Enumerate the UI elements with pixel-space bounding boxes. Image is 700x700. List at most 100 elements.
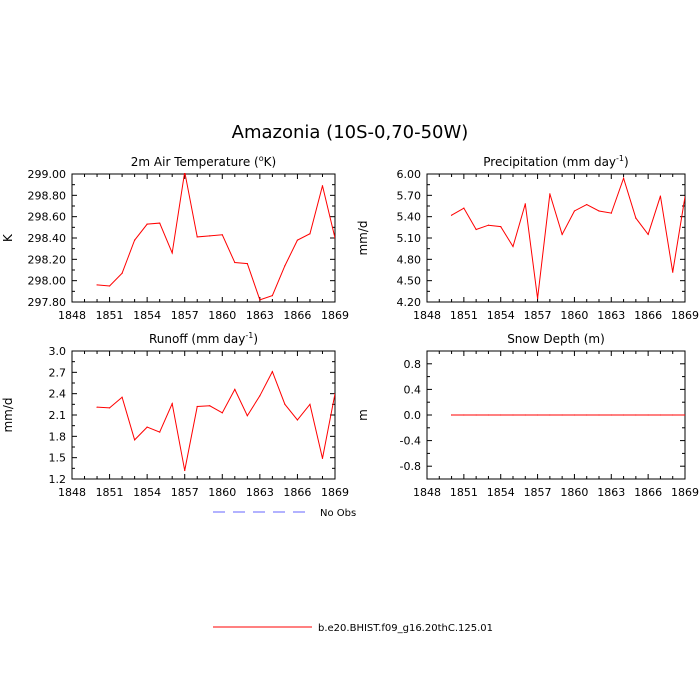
y-tick-label: 4.20: [397, 296, 422, 309]
y-tick-label: -0.8: [400, 460, 421, 473]
legend: No Obs b.e20.BHIST.f09_g16.20thC.125.01: [213, 508, 493, 634]
panel-title-superscript: o: [259, 154, 264, 163]
y-tick-label: 5.70: [397, 189, 422, 202]
x-tick-label: 1851: [96, 486, 124, 499]
y-tick-label: 2.1: [49, 409, 67, 422]
x-tick-label: 1851: [450, 486, 478, 499]
panel-title: 2m Air Temperature (oK): [131, 154, 276, 169]
data-point: [284, 265, 286, 267]
data-point: [146, 223, 148, 225]
x-tick-label: 1869: [671, 309, 699, 322]
x-tick-label: 1863: [246, 309, 274, 322]
data-point: [647, 233, 649, 236]
y-tick-label: 6.00: [397, 168, 422, 181]
data-point: [549, 193, 551, 195]
data-point: [524, 414, 526, 416]
legend-label: No Obs: [320, 508, 356, 519]
x-tick-label: 1869: [671, 486, 699, 499]
panel-title-suffix: K): [264, 155, 277, 169]
x-tick-label: 1851: [96, 309, 124, 322]
x-tick-label: 1848: [58, 486, 86, 499]
data-point: [209, 405, 211, 407]
y-tick-label: 5.10: [397, 232, 422, 245]
panel-title-superscript: -1: [245, 331, 253, 340]
data-point: [121, 396, 123, 398]
data-point: [536, 297, 539, 300]
y-tick-label: 2.7: [49, 366, 67, 379]
x-tick-label: 1854: [133, 486, 161, 499]
data-point: [234, 388, 236, 390]
data-point: [259, 299, 261, 301]
data-point: [659, 195, 662, 197]
data-point: [684, 414, 685, 416]
data-point: [635, 217, 637, 219]
panel-title-text: Runoff (mm day: [149, 332, 245, 346]
y-tick-label: 298.20: [28, 253, 67, 266]
y-tick-label: 4.50: [397, 275, 422, 288]
data-point: [134, 439, 136, 441]
y-axis-label: mm/d: [356, 220, 370, 255]
x-tick-label: 1860: [208, 309, 236, 322]
panel-title-text: Precipitation (mm day: [483, 155, 616, 169]
data-point: [171, 252, 173, 254]
legend-label: b.e20.BHIST.f09_g16.20thC.125.01: [318, 623, 493, 634]
y-tick-label: 4.80: [397, 253, 422, 266]
panel-title-suffix: ): [253, 332, 258, 346]
x-tick-label: 1848: [58, 309, 86, 322]
x-tick-label: 1866: [634, 486, 662, 499]
data-point: [586, 414, 588, 416]
data-point: [672, 271, 674, 273]
data-point: [271, 371, 273, 373]
data-point: [622, 414, 625, 416]
y-tick-label: 298.40: [28, 232, 67, 245]
y-tick-label: 2.4: [49, 388, 67, 401]
y-tick-label: 0.8: [404, 358, 422, 371]
data-point: [246, 263, 248, 265]
x-tick-label: 1860: [208, 486, 236, 499]
data-point: [586, 203, 588, 206]
data-point: [487, 224, 490, 226]
data-point: [196, 236, 198, 238]
panel-3: Runoff (mm day-1) mm/d 1848 1851 1854 1857 186…: [1, 331, 349, 499]
x-tick-label: 1854: [487, 486, 515, 499]
data-point: [512, 245, 514, 248]
x-tick-label: 1857: [171, 309, 199, 322]
data-point: [610, 212, 612, 214]
data-point: [487, 414, 490, 416]
panel-2: Precipitation (mm day-1) mm/d 1848 1851 1854…: [356, 154, 699, 322]
x-tick-label: 1860: [560, 309, 588, 322]
panel-title: Precipitation (mm day-1): [483, 154, 628, 169]
data-point: [475, 228, 477, 231]
y-tick-label: 1.2: [49, 473, 67, 486]
data-point: [334, 393, 335, 395]
data-point: [271, 295, 273, 297]
figure-title: Amazonia (10S-0,70-50W): [232, 122, 469, 143]
y-axis-label: K: [1, 233, 15, 242]
data-point: [184, 469, 186, 472]
data-point: [561, 414, 563, 416]
x-tick-label: 1869: [321, 486, 349, 499]
panel-title-text: Snow Depth (m): [507, 332, 605, 346]
data-point: [573, 414, 576, 416]
y-tick-label: 298.80: [28, 189, 67, 202]
data-point: [309, 403, 311, 405]
data-point: [284, 403, 286, 405]
panel-4: Snow Depth (m) m 1848 1851 1854 1857 1860 1863 1…: [356, 332, 699, 499]
x-tick-label: 1866: [283, 486, 311, 499]
series-line: [451, 176, 685, 299]
data-point: [296, 419, 299, 421]
y-tick-label: 299.00: [28, 168, 67, 181]
data-point: [475, 414, 477, 416]
x-tick-label: 1848: [413, 309, 441, 322]
y-tick-label: 297.80: [28, 296, 67, 309]
data-point: [121, 272, 123, 274]
data-point: [159, 431, 161, 433]
y-tick-label: 5.40: [397, 211, 422, 224]
data-point: [598, 414, 600, 416]
y-tick-label: -0.4: [400, 435, 421, 448]
x-tick-label: 1857: [171, 486, 199, 499]
x-tick-label: 1863: [597, 486, 625, 499]
x-tick-label: 1860: [560, 486, 588, 499]
data-point: [450, 414, 453, 416]
